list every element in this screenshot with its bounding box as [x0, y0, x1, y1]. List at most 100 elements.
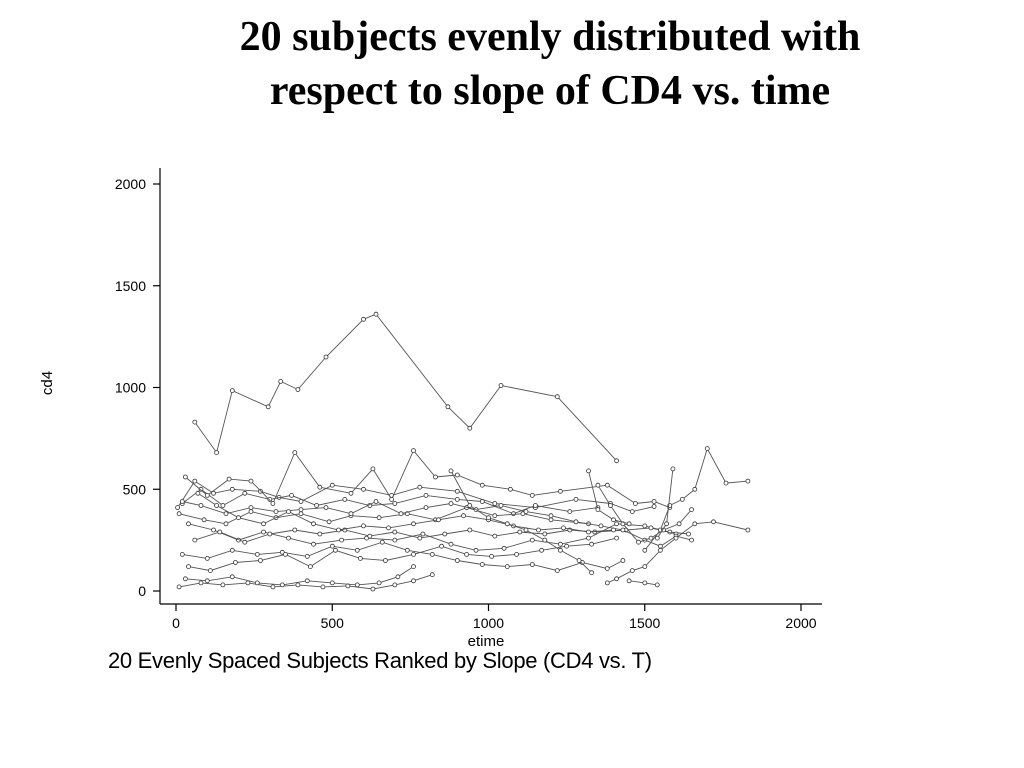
- data-point: [608, 503, 613, 508]
- data-point: [445, 404, 451, 410]
- data-point: [586, 529, 591, 535]
- data-point: [626, 521, 632, 527]
- data-point: [745, 478, 751, 484]
- data-point: [398, 511, 404, 517]
- data-point: [486, 515, 491, 521]
- data-point: [392, 529, 398, 535]
- data-point: [501, 545, 507, 551]
- data-point: [282, 552, 288, 557]
- data-point: [676, 521, 682, 527]
- y-tick-label: 2000: [115, 176, 146, 192]
- data-point: [317, 531, 323, 537]
- data-point: [370, 466, 376, 472]
- data-point: [654, 535, 660, 541]
- data-point: [492, 533, 498, 539]
- data-point: [326, 519, 332, 525]
- data-point: [567, 509, 573, 515]
- data-point: [558, 547, 563, 553]
- data-point: [558, 541, 563, 547]
- data-point: [633, 501, 638, 506]
- subject-line: [185, 449, 670, 509]
- data-point: [354, 547, 360, 553]
- data-point: [248, 505, 254, 511]
- data-point: [273, 509, 279, 515]
- data-point: [614, 458, 619, 464]
- data-point: [723, 480, 729, 486]
- figure-caption: 20 Evenly Spaced Subjects Ranked by Slop…: [108, 648, 652, 673]
- data-point: [242, 490, 248, 496]
- data-point: [711, 519, 716, 525]
- data-point: [429, 552, 435, 557]
- data-point: [595, 507, 601, 513]
- data-point: [382, 558, 388, 563]
- data-point: [642, 564, 648, 569]
- subject-line: [177, 480, 655, 513]
- data-point: [442, 531, 448, 537]
- data-point: [504, 564, 510, 569]
- subject-line: [644, 447, 748, 551]
- data-point: [523, 527, 529, 533]
- data-point: [539, 547, 544, 553]
- data-point: [361, 523, 366, 529]
- slide-title: 20 subjects evenly distributed with resp…: [0, 10, 1024, 118]
- data-point: [504, 521, 510, 527]
- data-point: [614, 535, 619, 541]
- data-point: [648, 535, 654, 541]
- y-axis-label: cd4: [39, 371, 56, 395]
- data-point: [620, 527, 626, 533]
- data-point: [229, 574, 235, 580]
- data-point: [554, 568, 560, 573]
- data-point: [254, 580, 260, 586]
- data-point: [454, 472, 460, 478]
- data-point: [348, 511, 354, 517]
- data-point: [517, 529, 523, 535]
- subject-series-10: [176, 572, 435, 592]
- data-point: [311, 541, 316, 547]
- data-point: [423, 492, 429, 498]
- data-point: [573, 519, 579, 525]
- y-tick-label: 500: [123, 481, 147, 497]
- data-point: [492, 501, 498, 506]
- data-point: [464, 552, 470, 557]
- data-point: [629, 568, 635, 573]
- data-point: [198, 503, 204, 508]
- data-point: [467, 503, 473, 508]
- subject-series-19: [586, 468, 632, 527]
- data-point: [417, 484, 423, 490]
- data-point: [586, 468, 591, 474]
- x-axis-label: etime: [468, 633, 505, 650]
- data-point: [626, 578, 632, 584]
- data-point: [529, 537, 535, 543]
- subject-series-3: [179, 486, 601, 517]
- data-point: [395, 574, 401, 580]
- data-point: [329, 543, 335, 549]
- data-point: [692, 521, 698, 527]
- data-point: [357, 556, 363, 561]
- data-point: [323, 354, 329, 360]
- data-point: [533, 503, 538, 508]
- data-point: [432, 474, 438, 480]
- data-point: [179, 552, 185, 557]
- data-point: [389, 496, 395, 502]
- data-point: [611, 517, 616, 523]
- x-axis-ticks: 0 500 1000 1500 2000: [172, 604, 817, 631]
- data-point: [417, 535, 423, 541]
- data-point: [261, 521, 266, 527]
- data-point: [654, 582, 660, 588]
- data-point: [448, 541, 454, 547]
- data-point: [176, 511, 182, 517]
- data-point: [270, 584, 276, 590]
- data-point: [386, 525, 391, 531]
- data-point: [745, 527, 751, 533]
- data-point: [192, 537, 198, 543]
- data-point: [329, 580, 335, 586]
- data-point: [373, 499, 379, 504]
- data-point: [304, 554, 310, 559]
- data-point: [467, 425, 473, 431]
- data-point: [673, 535, 679, 541]
- data-point: [342, 496, 348, 502]
- data-point: [229, 486, 235, 492]
- y-axis-ticks: 0 500 1000 1500 2000: [115, 176, 160, 599]
- data-point: [292, 450, 298, 456]
- data-point: [376, 515, 382, 521]
